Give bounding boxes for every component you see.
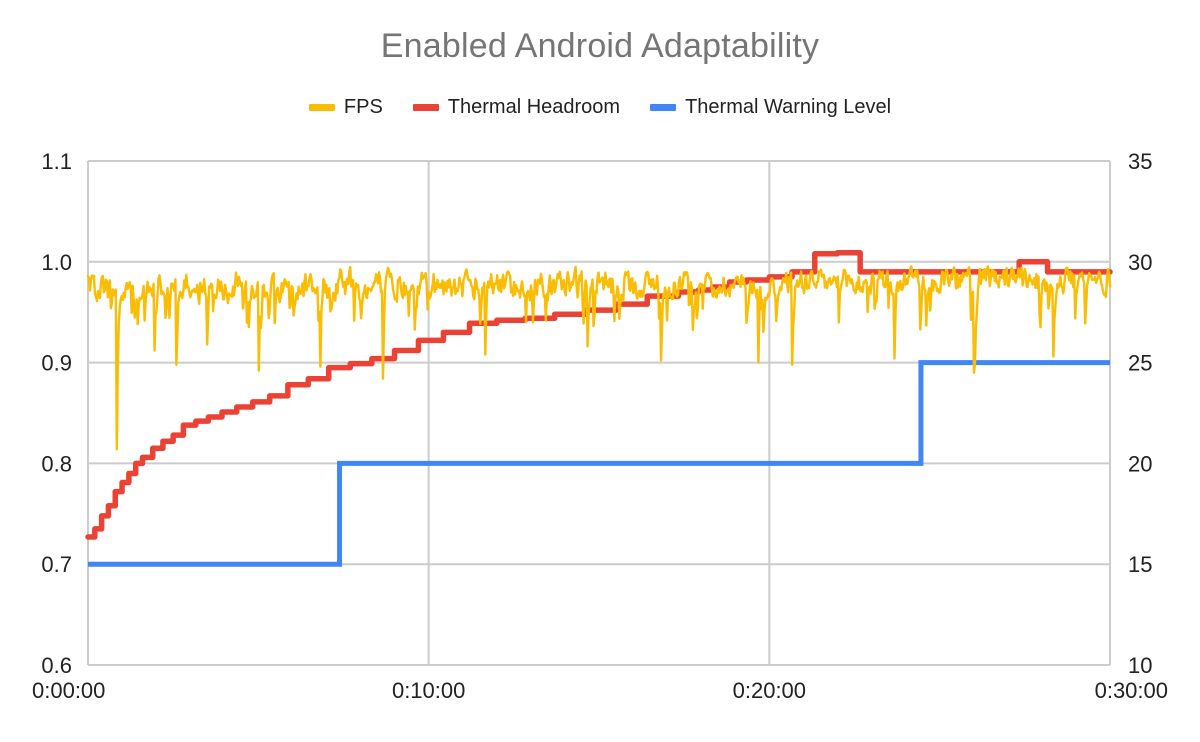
y-axis-left-tick-label: 0.6 [41, 653, 72, 678]
y-axis-right-tick-label: 15 [1128, 552, 1152, 577]
y-axis-left-tick-label: 1.0 [41, 250, 72, 275]
legend-swatch-fps [308, 104, 335, 111]
chart-legend: FPS Thermal Headroom Thermal Warning Lev… [0, 96, 1200, 119]
legend-label-thermal-headroom: Thermal Headroom [447, 96, 621, 118]
y-axis-left-tick-label: 0.8 [41, 451, 72, 476]
series-line-fps [86, 265, 1112, 451]
y-axis-right-tick-label: 10 [1128, 653, 1152, 678]
y-axis-left-tick-label: 0.9 [41, 351, 72, 376]
chart-title: Enabled Android Adaptability [380, 27, 820, 65]
y-axis-left-tick-label: 0.7 [41, 552, 72, 577]
legend-label-fps: FPS [343, 96, 383, 118]
series-line-thermal-warning-level [88, 360, 1110, 567]
y-axis-right-tick-label: 30 [1128, 250, 1152, 275]
y-axis-right-tick-label: 25 [1128, 351, 1152, 376]
legend-item-thermal-warning-level[interactable]: Thermal Warning Level [650, 96, 891, 119]
legend-swatch-thermal-headroom [412, 104, 439, 111]
x-axis-tick-label: 0:00:00 [32, 678, 105, 703]
y-axis-right-tick-label: 20 [1128, 451, 1152, 476]
series-layer [85, 249, 1113, 567]
y-axis-left-tick-label: 1.1 [41, 149, 72, 174]
x-axis-tick-label: 0:20:00 [733, 678, 806, 703]
x-axis-tick-label: 0:30:00 [1095, 678, 1168, 703]
legend-item-thermal-headroom[interactable]: Thermal Headroom [412, 96, 621, 119]
legend-swatch-thermal-warning-level [650, 104, 677, 111]
legend-item-fps[interactable]: FPS [308, 96, 383, 119]
legend-label-thermal-warning-level: Thermal Warning Level [685, 96, 892, 118]
gridlines [87, 160, 1111, 666]
axis-tick-labels: 0.6 0.7 0.8 0.9 1.0 1.1 10 15 20 25 30 35 0:00:00 0:1… [32, 149, 1168, 703]
y-axis-right-tick-label: 35 [1128, 149, 1152, 174]
x-axis-tick-label: 0:10:00 [392, 678, 465, 703]
